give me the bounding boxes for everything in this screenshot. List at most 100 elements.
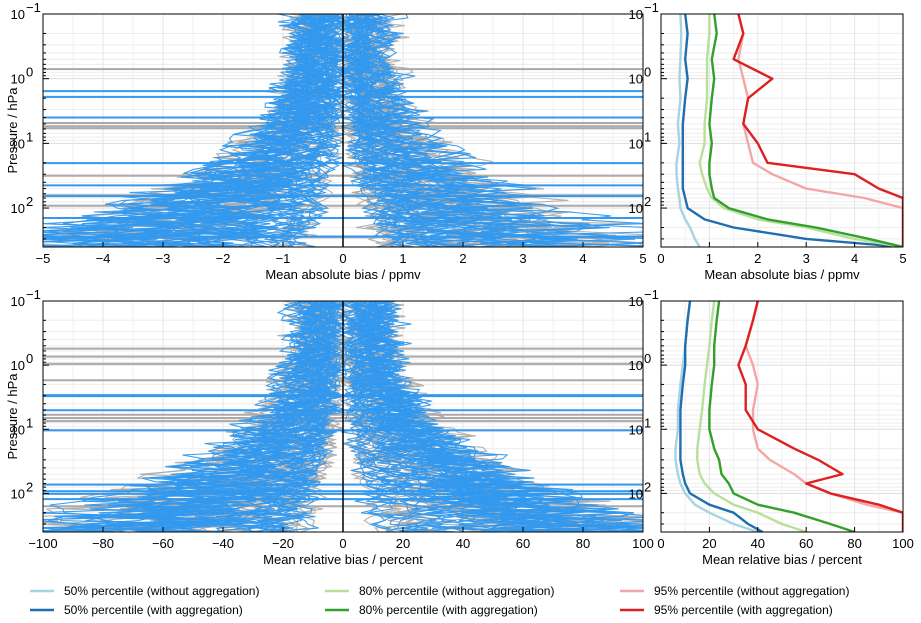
x-tick-label: 4	[851, 251, 858, 266]
y-tick-label: 10	[11, 294, 25, 309]
x-tick-label: −60	[152, 536, 174, 551]
percentile-line	[737, 301, 903, 532]
percentile-line	[674, 301, 759, 532]
percentile-group	[674, 301, 903, 532]
y-tick-exponent: 2	[26, 194, 33, 209]
y-tick-label: 10	[629, 7, 643, 22]
y-tick-label: 10	[629, 422, 643, 437]
x-axis-title: Mean relative bias / percent	[263, 552, 423, 567]
y-tick-label: 10	[629, 72, 643, 87]
profile-line	[363, 14, 643, 244]
profile-line	[43, 14, 322, 247]
x-tick-label: −40	[212, 536, 234, 551]
y-tick-exponent: 2	[644, 479, 651, 494]
y-tick-label: 10	[11, 72, 25, 87]
percentile-line	[737, 14, 903, 247]
y-tick-exponent: 2	[26, 479, 33, 494]
legend: 50% percentile (without aggregation) 80% …	[30, 584, 849, 617]
x-axis-title: Mean absolute bias / ppmv	[704, 267, 860, 282]
x-tick-label: 100	[632, 536, 654, 551]
y-tick-label: 10	[629, 358, 643, 373]
percentile-line	[708, 301, 855, 532]
percentile-line	[698, 14, 903, 247]
y-tick-exponent: −1	[644, 0, 659, 15]
y-tick-exponent: 1	[644, 129, 651, 144]
y-tick-exponent: 1	[644, 415, 651, 430]
x-tick-label: 0	[339, 251, 346, 266]
x-tick-label: 5	[639, 251, 646, 266]
percentile-line	[681, 14, 903, 247]
x-tick-label: 3	[803, 251, 810, 266]
y-tick-label: 10	[11, 7, 25, 22]
y-tick-exponent: 0	[26, 65, 33, 80]
x-tick-label: −3	[156, 251, 171, 266]
y-tick-exponent: −1	[26, 287, 41, 302]
y-tick-exponent: 1	[26, 129, 33, 144]
percentile-line	[696, 301, 807, 532]
profile-line	[357, 14, 642, 247]
y-tick-label: 10	[629, 136, 643, 151]
x-tick-label: −1	[276, 251, 291, 266]
profile-line	[364, 14, 643, 247]
profile-group	[43, 301, 643, 532]
percentile-line	[675, 14, 701, 247]
percentile-line	[679, 301, 764, 532]
plot-frame	[660, 300, 904, 533]
x-tick-label: 4	[579, 251, 586, 266]
profile-line	[43, 14, 323, 247]
y-axis-title: Pressure / hPa	[5, 87, 20, 174]
x-tick-label: −2	[216, 251, 231, 266]
percentile-group	[675, 14, 903, 247]
x-tick-label: 60	[799, 536, 813, 551]
profile-line	[263, 14, 351, 247]
x-tick-label: 2	[754, 251, 761, 266]
profile-line	[43, 14, 320, 243]
y-tick-exponent: 1	[26, 415, 33, 430]
x-tick-label: 0	[657, 536, 664, 551]
x-tick-label: 20	[702, 536, 716, 551]
x-tick-label: 3	[519, 251, 526, 266]
percentile-line	[708, 14, 903, 247]
x-tick-label: 1	[399, 251, 406, 266]
x-tick-label: −80	[92, 536, 114, 551]
y-tick-label: 10	[11, 136, 25, 151]
x-tick-label: −100	[28, 536, 57, 551]
y-tick-exponent: 0	[26, 351, 33, 366]
plot-frame	[660, 13, 904, 248]
y-tick-exponent: −1	[644, 287, 659, 302]
x-tick-label: 20	[396, 536, 410, 551]
legend-label: 50% percentile (without aggregation)	[64, 584, 259, 598]
profile-line	[336, 14, 402, 247]
y-tick-label: 10	[629, 294, 643, 309]
x-tick-label: 5	[899, 251, 906, 266]
x-tick-label: 80	[847, 536, 861, 551]
profile-line	[284, 14, 347, 247]
x-tick-label: 60	[516, 536, 530, 551]
x-tick-label: −5	[36, 251, 51, 266]
x-tick-label: −4	[96, 251, 111, 266]
x-tick-label: 80	[576, 536, 590, 551]
x-tick-label: 1	[706, 251, 713, 266]
profile-line	[363, 14, 643, 247]
x-tick-label: 0	[339, 536, 346, 551]
legend-label: 50% percentile (with aggregation)	[64, 603, 243, 617]
y-tick-exponent: −1	[26, 0, 41, 15]
x-axis-title: Mean relative bias / percent	[702, 552, 862, 567]
profile-group	[43, 14, 643, 247]
x-tick-label: 100	[892, 536, 914, 551]
y-tick-exponent: 2	[644, 194, 651, 209]
y-axis-title: Pressure / hPa	[5, 373, 20, 460]
profile-line	[344, 14, 420, 247]
x-tick-label: 0	[657, 251, 664, 266]
y-tick-label: 10	[11, 201, 25, 216]
y-tick-label: 10	[11, 486, 25, 501]
profile-line	[43, 14, 324, 240]
percentile-line	[744, 301, 903, 532]
y-tick-label: 10	[11, 358, 25, 373]
y-tick-label: 10	[629, 486, 643, 501]
